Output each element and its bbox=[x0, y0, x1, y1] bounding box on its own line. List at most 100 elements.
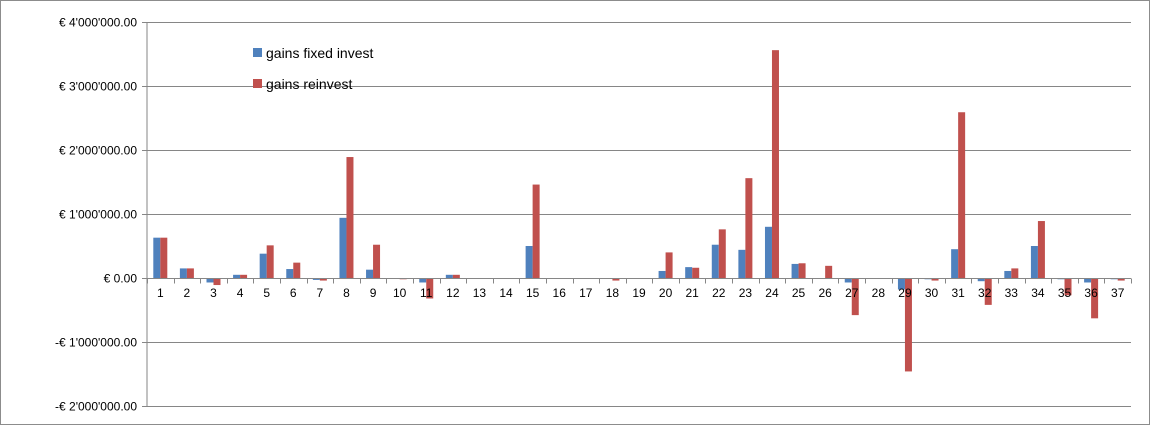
y-tick-label: -€ 2'000'000.00 bbox=[55, 400, 137, 414]
x-tick-label: 11 bbox=[420, 286, 433, 300]
x-tick-label: 4 bbox=[237, 286, 244, 300]
x-tick-label: 30 bbox=[925, 286, 939, 300]
x-tick-label: 14 bbox=[499, 286, 513, 300]
bar-gains-reinvest-33 bbox=[1011, 268, 1019, 278]
bar-gains-fixed-invest-23 bbox=[738, 249, 746, 278]
x-axis: 1 2 3 4 5 6 7 8 9 10 11 12 13 14 15 16 17 18 19 20 21 22 23 24 2… bbox=[147, 278, 1132, 300]
x-tick-label: 17 bbox=[579, 286, 593, 300]
x-tick-label: 9 bbox=[370, 286, 377, 300]
x-tick-label: 26 bbox=[818, 286, 832, 300]
x-tick-label: 33 bbox=[1005, 286, 1019, 300]
bar-gains-reinvest-21 bbox=[692, 267, 700, 278]
bar-gains-reinvest-23 bbox=[745, 178, 753, 278]
bar-gains-fixed-invest-22 bbox=[711, 244, 719, 278]
bar-gains-fixed-invest-27 bbox=[844, 278, 852, 283]
bar-gains-reinvest-36 bbox=[1091, 278, 1099, 319]
x-tick-label: 16 bbox=[553, 286, 567, 300]
y-tick-label: € 2'000'000.00 bbox=[59, 144, 137, 158]
x-tick-label: 8 bbox=[343, 286, 350, 300]
legend-swatch-gains-reinvest bbox=[253, 79, 262, 88]
y-tick-label: € 0.00 bbox=[104, 272, 138, 286]
x-tick-label: 23 bbox=[739, 286, 753, 300]
bar-gains-reinvest-9 bbox=[373, 244, 381, 278]
bar-gains-reinvest-6 bbox=[293, 262, 301, 278]
x-tick-label: 18 bbox=[606, 286, 620, 300]
bar-gains-reinvest-22 bbox=[718, 229, 726, 278]
bar-gains-fixed-invest-12 bbox=[445, 274, 453, 278]
bar-gains-reinvest-12 bbox=[452, 274, 460, 278]
bar-gains-reinvest-37 bbox=[1117, 278, 1125, 281]
y-tick-label: -€ 1'000'000.00 bbox=[55, 336, 137, 350]
bar-gains-reinvest-5 bbox=[266, 245, 274, 278]
bar-gains-fixed-invest-21 bbox=[685, 267, 693, 278]
bar-gains-reinvest-3 bbox=[213, 278, 221, 286]
bar-gains-fixed-invest-36 bbox=[1084, 278, 1092, 283]
bar-gains-reinvest-34 bbox=[1037, 221, 1045, 278]
bar-gains-reinvest-1 bbox=[160, 237, 168, 278]
bar-gains-fixed-invest-2 bbox=[179, 268, 187, 278]
gridlines bbox=[147, 22, 1131, 407]
bar-gains-reinvest-26 bbox=[825, 265, 833, 278]
x-tick-label: 35 bbox=[1058, 286, 1072, 300]
x-tick-label: 6 bbox=[290, 286, 297, 300]
x-tick-label: 29 bbox=[898, 286, 912, 300]
bar-gains-fixed-invest-34 bbox=[1030, 246, 1038, 278]
x-tick-label: 27 bbox=[845, 286, 859, 300]
bar-gains-reinvest-7 bbox=[319, 278, 327, 281]
bar-gains-fixed-invest-15 bbox=[525, 246, 533, 278]
legend-label-gains-reinvest: gains reinvest bbox=[266, 76, 352, 92]
bar-gains-reinvest-25 bbox=[798, 263, 806, 278]
legend: gains fixed invest gains reinvest bbox=[253, 45, 374, 92]
x-tick-label: 20 bbox=[659, 286, 673, 300]
bar-gains-reinvest-18 bbox=[612, 278, 620, 281]
x-tick-label: 7 bbox=[317, 286, 324, 300]
y-tick-label: € 3'000'000.00 bbox=[59, 80, 137, 94]
bar-gains-reinvest-15 bbox=[532, 184, 540, 278]
bar-gains-fixed-invest-11 bbox=[419, 278, 427, 283]
x-tick-label: 15 bbox=[526, 286, 540, 300]
x-tick-label: 28 bbox=[872, 286, 886, 300]
bar-gains-fixed-invest-6 bbox=[286, 269, 294, 278]
x-tick-label: 19 bbox=[632, 286, 646, 300]
y-tick-label: € 1'000'000.00 bbox=[59, 208, 137, 222]
bar-gains-reinvest-29 bbox=[904, 278, 912, 372]
x-tick-label: 22 bbox=[712, 286, 726, 300]
x-tick-label: 1 bbox=[157, 286, 164, 300]
bar-gains-reinvest-31 bbox=[958, 112, 966, 279]
x-tick-label: 3 bbox=[210, 286, 217, 300]
bar-gains-fixed-invest-8 bbox=[339, 217, 347, 278]
x-tick-label: 36 bbox=[1084, 286, 1098, 300]
bar-gains-reinvest-11 bbox=[426, 278, 434, 299]
bar-gains-reinvest-4 bbox=[240, 274, 248, 278]
x-tick-label: 24 bbox=[765, 286, 779, 300]
bar-gains-fixed-invest-9 bbox=[366, 269, 374, 278]
legend-swatch-gains-fixed-invest bbox=[253, 48, 262, 57]
bar-gains-fixed-invest-33 bbox=[1004, 270, 1012, 278]
bar-gains-fixed-invest-20 bbox=[658, 270, 666, 278]
bar-gains-fixed-invest-32 bbox=[977, 278, 985, 282]
bar-gains-reinvest-20 bbox=[665, 252, 673, 278]
y-axis: € 4'000'000.00 € 3'000'000.00 € 2'000'000.… bbox=[55, 16, 148, 414]
bar-gains-fixed-invest-29 bbox=[897, 278, 905, 290]
bar-gains-reinvest-35 bbox=[1064, 278, 1072, 296]
bar-gains-reinvest-30 bbox=[931, 278, 939, 281]
bar-gains-reinvest-24 bbox=[771, 50, 779, 278]
bar-gains-fixed-invest-4 bbox=[233, 274, 241, 278]
x-tick-label: 21 bbox=[686, 286, 700, 300]
bar-gains-reinvest-2 bbox=[186, 268, 194, 278]
bar-gains-fixed-invest-25 bbox=[791, 263, 799, 278]
bar-gains-fixed-invest-24 bbox=[764, 226, 772, 278]
x-tick-label: 25 bbox=[792, 286, 806, 300]
x-tick-label: 37 bbox=[1111, 286, 1125, 300]
x-tick-label: 13 bbox=[473, 286, 487, 300]
bar-gains-reinvest-8 bbox=[346, 157, 354, 278]
x-tick-label: 32 bbox=[978, 286, 992, 300]
bar-gains-fixed-invest-3 bbox=[206, 278, 214, 283]
x-tick-label: 12 bbox=[446, 286, 460, 300]
x-tick-label: 31 bbox=[951, 286, 965, 300]
bar-gains-fixed-invest-5 bbox=[259, 253, 267, 278]
bar-gains-fixed-invest-1 bbox=[153, 237, 161, 278]
bar-gains-fixed-invest-31 bbox=[951, 249, 959, 278]
bars bbox=[153, 50, 1125, 372]
